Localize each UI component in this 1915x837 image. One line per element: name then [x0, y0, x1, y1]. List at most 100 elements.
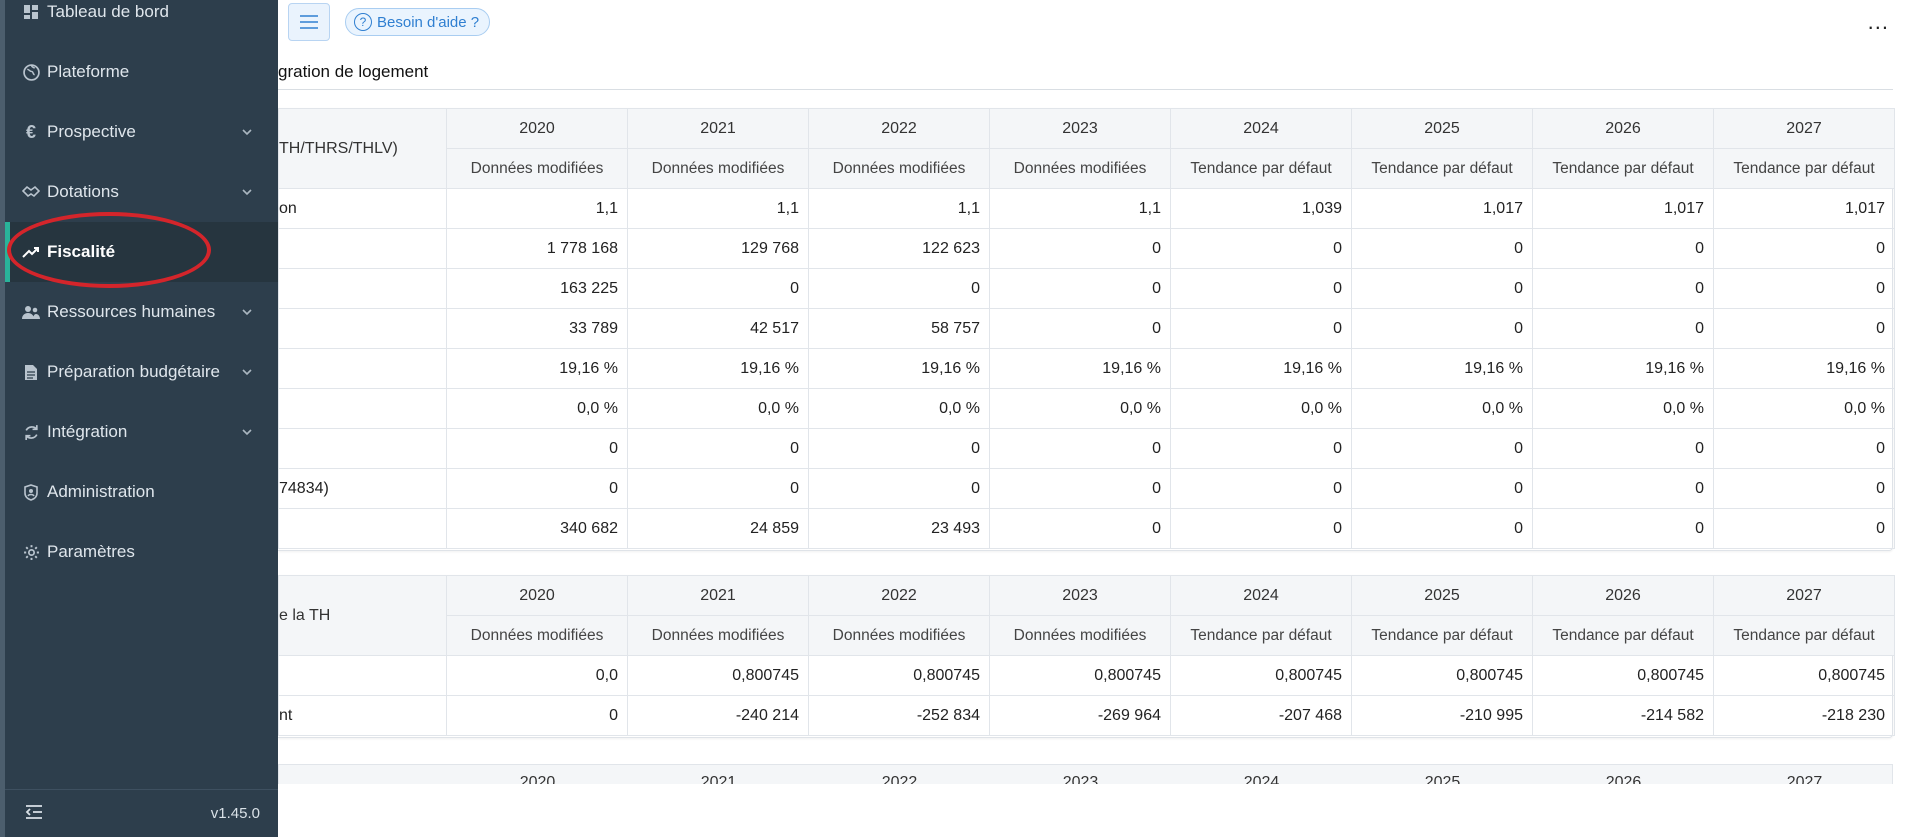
table-cell[interactable]: 0 — [1713, 468, 1895, 509]
table-cell[interactable]: 0 — [989, 308, 1171, 349]
table-cell[interactable]: 0,800745 — [808, 655, 990, 696]
table-cell[interactable]: 0,0 — [446, 655, 628, 696]
table-cell[interactable]: 0 — [808, 428, 990, 469]
sidebar-item-parametres[interactable]: Paramètres — [5, 522, 278, 582]
chevron-down-icon[interactable] — [240, 364, 256, 380]
table-cell[interactable]: 0 — [1351, 468, 1533, 509]
table-cell[interactable]: 0 — [1713, 428, 1895, 469]
help-button[interactable]: ? Besoin d'aide ? — [345, 8, 491, 36]
sidebar-item-fiscalite[interactable]: Fiscalité — [5, 222, 278, 282]
table-cell[interactable]: 1,1 — [627, 188, 809, 229]
chevron-down-icon[interactable] — [240, 304, 256, 320]
table-cell[interactable]: 0 — [446, 468, 628, 509]
more-options-icon[interactable]: ... — [1867, 9, 1889, 34]
table-cell[interactable]: 0 — [1532, 508, 1714, 549]
sidebar-item-preparation-budgetaire[interactable]: Préparation budgétaire — [5, 342, 278, 402]
table-cell[interactable]: 0,800745 — [989, 655, 1171, 696]
table-cell[interactable]: 19,16 % — [446, 348, 628, 389]
table-cell[interactable]: 0 — [1351, 428, 1533, 469]
table-cell[interactable]: 0 — [1532, 228, 1714, 269]
table-cell[interactable]: 0 — [627, 468, 809, 509]
table-cell[interactable]: 0 — [1713, 228, 1895, 269]
table-cell[interactable]: 0,0 % — [989, 388, 1171, 429]
table-cell[interactable]: 0 — [808, 468, 990, 509]
table-cell[interactable]: 0 — [1713, 268, 1895, 309]
table-cell[interactable]: 0 — [1532, 308, 1714, 349]
chevron-down-icon[interactable] — [240, 124, 256, 140]
table-cell[interactable]: 33 789 — [446, 308, 628, 349]
table-cell[interactable]: 0 — [1351, 508, 1533, 549]
table-cell[interactable]: 0,800745 — [627, 655, 809, 696]
table-cell[interactable]: 42 517 — [627, 308, 809, 349]
table-cell[interactable]: 0 — [627, 428, 809, 469]
table-cell[interactable]: 129 768 — [627, 228, 809, 269]
chevron-down-icon[interactable] — [240, 184, 256, 200]
table-cell[interactable]: 0 — [1351, 268, 1533, 309]
table-cell[interactable]: 0 — [989, 508, 1171, 549]
table-cell[interactable]: 19,16 % — [989, 348, 1171, 389]
sidebar-item-integration[interactable]: Intégration — [5, 402, 278, 462]
table-cell[interactable]: 23 493 — [808, 508, 990, 549]
sidebar-item-tableau-de-bord[interactable]: Tableau de bord — [5, 0, 278, 42]
sidebar-item-dotations[interactable]: Dotations — [5, 162, 278, 222]
table-cell[interactable]: 1,017 — [1532, 188, 1714, 229]
table-cell[interactable]: -218 230 — [1713, 695, 1895, 736]
table-cell[interactable]: 1,1 — [808, 188, 990, 229]
table-cell[interactable]: 0 — [1170, 268, 1352, 309]
table-cell[interactable]: -210 995 — [1351, 695, 1533, 736]
sidebar-item-prospective[interactable]: € Prospective — [5, 102, 278, 162]
table-cell[interactable]: -214 582 — [1532, 695, 1714, 736]
table-cell[interactable]: 19,16 % — [1351, 348, 1533, 389]
table-cell[interactable]: 1,017 — [1713, 188, 1895, 229]
table-cell[interactable]: -207 468 — [1170, 695, 1352, 736]
table-cell[interactable]: 0 — [1713, 508, 1895, 549]
table-cell[interactable]: 0 — [1170, 428, 1352, 469]
table-cell[interactable]: 1,039 — [1170, 188, 1352, 229]
table-cell[interactable]: 0 — [1170, 308, 1352, 349]
table-cell[interactable]: 19,16 % — [1170, 348, 1352, 389]
table-cell[interactable]: 19,16 % — [808, 348, 990, 389]
table-cell[interactable]: -240 214 — [627, 695, 809, 736]
table-cell[interactable]: 0,800745 — [1713, 655, 1895, 696]
table-cell[interactable]: 1 778 168 — [446, 228, 628, 269]
table-cell[interactable]: 0 — [989, 268, 1171, 309]
table-cell[interactable]: 0,800745 — [1170, 655, 1352, 696]
table-cell[interactable]: 1,1 — [989, 188, 1171, 229]
table-cell[interactable]: 0,0 % — [627, 388, 809, 429]
table-cell[interactable]: 1,1 — [446, 188, 628, 229]
table-cell[interactable]: 19,16 % — [1532, 348, 1714, 389]
table-cell[interactable]: 19,16 % — [1713, 348, 1895, 389]
table-cell[interactable]: 0,800745 — [1532, 655, 1714, 696]
table-cell[interactable]: 0,0 % — [1713, 388, 1895, 429]
table-cell[interactable]: 19,16 % — [627, 348, 809, 389]
table-cell[interactable]: 0 — [1351, 308, 1533, 349]
table-cell[interactable]: 24 859 — [627, 508, 809, 549]
table-cell[interactable]: 122 623 — [808, 228, 990, 269]
table-cell[interactable]: 1,017 — [1351, 188, 1533, 229]
sidebar-item-ressources-humaines[interactable]: Ressources humaines — [5, 282, 278, 342]
table-cell[interactable]: 0,0 % — [446, 388, 628, 429]
table-cell[interactable]: 0 — [1351, 228, 1533, 269]
table-cell[interactable]: 58 757 — [808, 308, 990, 349]
table-cell[interactable]: -252 834 — [808, 695, 990, 736]
table-cell[interactable]: 0,800745 — [1351, 655, 1533, 696]
table-cell[interactable]: 0,0 % — [1532, 388, 1714, 429]
table-cell[interactable]: 0 — [1532, 468, 1714, 509]
table-cell[interactable]: 0 — [1170, 508, 1352, 549]
table-cell[interactable]: 0 — [1170, 468, 1352, 509]
menu-toggle-button[interactable] — [288, 3, 330, 41]
table-cell[interactable]: 0,0 % — [1351, 388, 1533, 429]
table-cell[interactable]: 0 — [627, 268, 809, 309]
table-cell[interactable]: 0 — [1170, 228, 1352, 269]
sidebar-item-administration[interactable]: Administration — [5, 462, 278, 522]
table-cell[interactable]: 0,0 % — [1170, 388, 1352, 429]
table-cell[interactable]: 0 — [1532, 268, 1714, 309]
table-cell[interactable]: 163 225 — [446, 268, 628, 309]
sidebar-item-plateforme[interactable]: Plateforme — [5, 42, 278, 102]
chevron-down-icon[interactable] — [240, 424, 256, 440]
collapse-sidebar-icon[interactable] — [25, 804, 43, 824]
table-cell[interactable]: 0 — [989, 468, 1171, 509]
table-cell[interactable]: 340 682 — [446, 508, 628, 549]
table-cell[interactable]: 0 — [1532, 428, 1714, 469]
table-cell[interactable]: 0 — [989, 228, 1171, 269]
